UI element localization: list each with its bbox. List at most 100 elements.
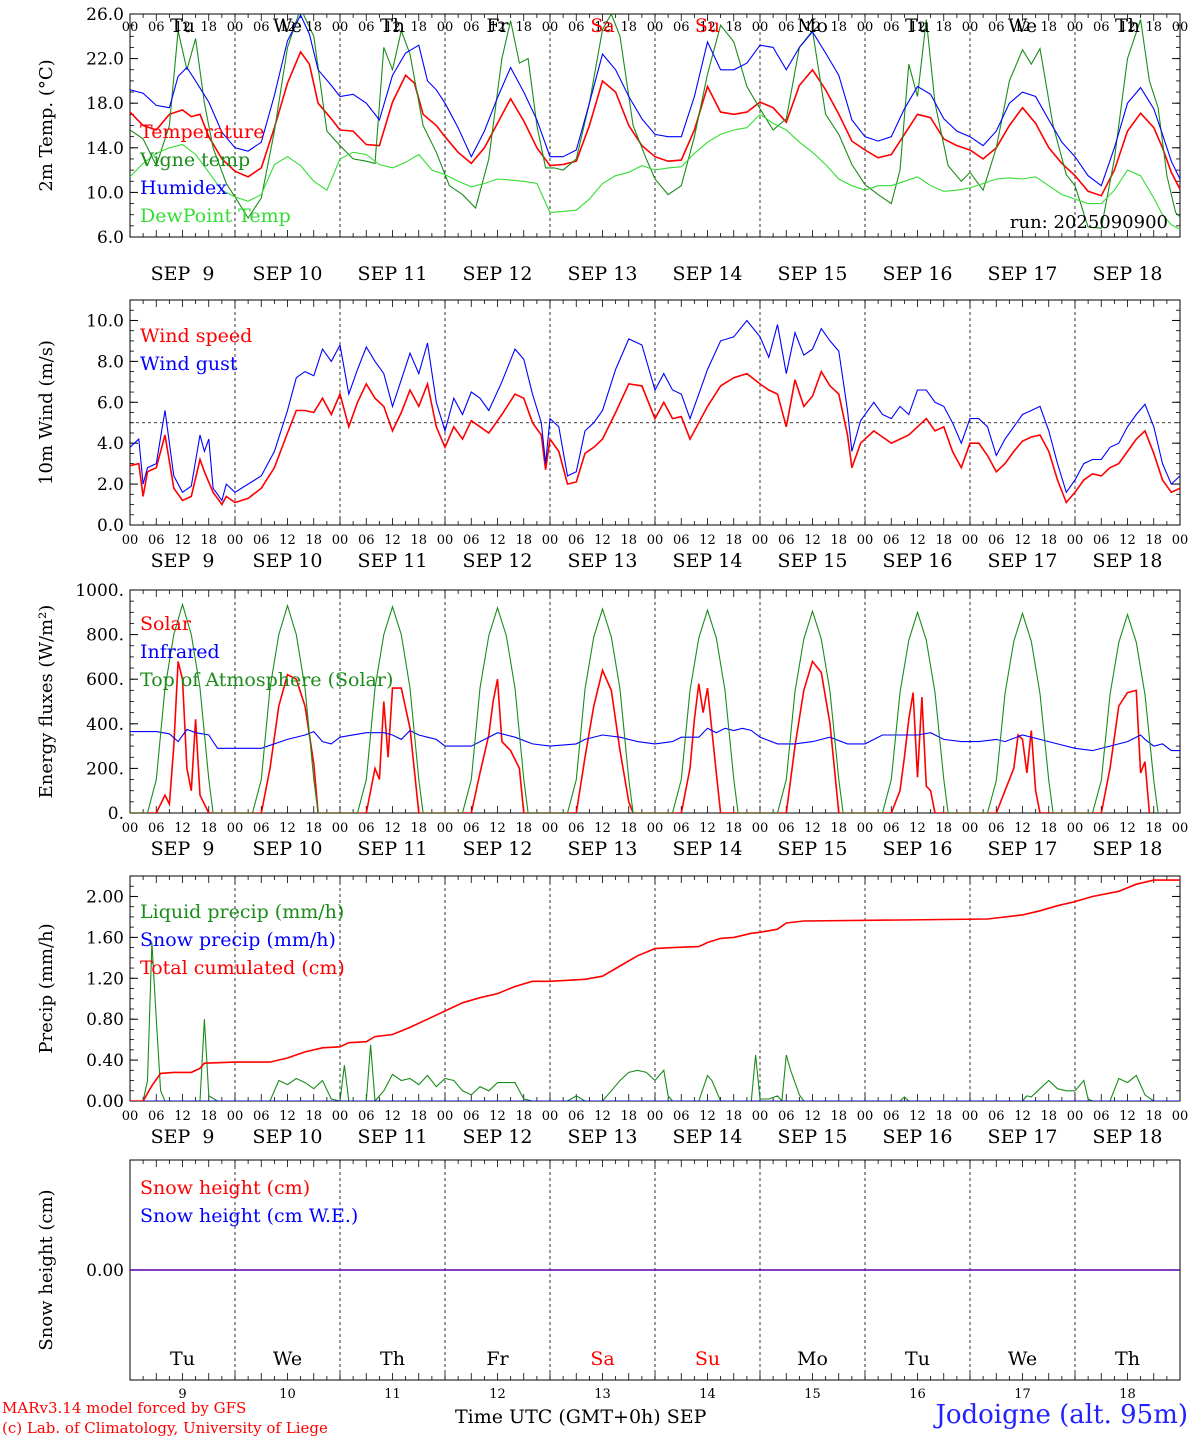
date-label: SEP 9 xyxy=(151,263,215,285)
hour-label: 06 xyxy=(253,1109,270,1124)
panel-precip: 0.00 0.40 0.80 1.20 1.60 2.00 Precip (mm/h) Liq… xyxy=(36,875,1188,1148)
hour-label: 18 xyxy=(725,20,742,35)
hour-label: 06 xyxy=(463,821,480,836)
date-label: SEP 18 xyxy=(1093,838,1163,860)
hour-label: 18 xyxy=(410,821,427,836)
day-abbr-bottom: Th xyxy=(380,1348,405,1370)
date-label: SEP 10 xyxy=(253,550,323,572)
legend-solar: Solar xyxy=(140,613,192,635)
y-axis-title: Energy fluxes (W/m²) xyxy=(36,605,57,799)
y-tick-label: 26.0 xyxy=(86,5,124,25)
series-dewpoint-temp xyxy=(130,113,1180,230)
hour-label: 18 xyxy=(1145,1109,1162,1124)
legend-top-of-atmosphere-solar: Top of Atmosphere (Solar) xyxy=(140,669,393,691)
day-number: 9 xyxy=(178,1387,186,1400)
y-tick-label: 800. xyxy=(86,626,124,646)
series-solar xyxy=(130,659,1151,813)
hour-label: 06 xyxy=(778,20,795,35)
hour-label: 12 xyxy=(279,20,296,35)
legend-temperature: Temperature xyxy=(140,121,264,143)
hour-label: 18 xyxy=(1040,533,1057,548)
hour-label: 00 xyxy=(122,821,139,836)
hour-label: 12 xyxy=(489,1109,506,1124)
y-tick-label: 22.0 xyxy=(86,50,124,70)
hour-label: 18 xyxy=(410,533,427,548)
hour-label: 00 xyxy=(1172,533,1189,548)
hour-label: 12 xyxy=(804,821,821,836)
hour-label: 00 xyxy=(647,20,664,35)
day-number: 15 xyxy=(804,1387,821,1400)
hour-label: 00 xyxy=(542,1109,559,1124)
hour-label: 18 xyxy=(305,533,322,548)
date-label: SEP 16 xyxy=(883,263,953,285)
y-tick-label: 6.0 xyxy=(97,393,124,413)
y-tick-label: 600. xyxy=(86,670,124,690)
y-tick-label: 1000. xyxy=(75,581,124,601)
date-label: SEP 10 xyxy=(253,838,323,860)
hour-label: 12 xyxy=(1014,20,1031,35)
day-abbr-top: We xyxy=(273,15,302,37)
y-tick-label: 0.00 xyxy=(86,1092,124,1112)
hour-label: 18 xyxy=(620,821,637,836)
hour-label: 18 xyxy=(620,533,637,548)
hour-label: 00 xyxy=(962,533,979,548)
hour-label: 00 xyxy=(437,821,454,836)
hour-label: 00 xyxy=(332,1109,349,1124)
hour-label: 18 xyxy=(620,20,637,35)
hour-label: 00 xyxy=(332,533,349,548)
hour-label: 06 xyxy=(778,533,795,548)
day-number: 11 xyxy=(384,1387,401,1400)
hour-label: 06 xyxy=(1093,821,1110,836)
x-axis-title: Time UTC (GMT+0h) SEP xyxy=(455,1406,706,1428)
hour-label: 18 xyxy=(725,533,742,548)
date-label: SEP 12 xyxy=(463,263,533,285)
day-abbr-top: Tu xyxy=(170,15,195,37)
panel-snow: 0.00 Snow height (cm) Snow height (cm) Snow… xyxy=(36,1159,1181,1381)
date-label: SEP 15 xyxy=(778,550,848,572)
y-tick-label: 4.0 xyxy=(97,434,124,454)
legend-dewpoint-temp: DewPoint Temp xyxy=(140,205,291,227)
date-label: SEP 13 xyxy=(568,838,638,860)
y-tick-label: 2.00 xyxy=(86,887,124,907)
series-humidex xyxy=(130,14,1180,187)
hour-label: 12 xyxy=(699,20,716,35)
hour-label: 18 xyxy=(830,533,847,548)
legend-wind-speed: Wind speed xyxy=(140,325,252,347)
date-label: SEP 9 xyxy=(151,1126,215,1148)
legend-vigne-temp: Vigne temp xyxy=(139,149,250,171)
station-name: Jodoigne (alt. 95m) xyxy=(935,1400,1188,1430)
hour-label: 00 xyxy=(857,821,874,836)
day-abbr-bottom: We xyxy=(273,1348,302,1370)
hour-label: 18 xyxy=(830,1109,847,1124)
hour-label: 12 xyxy=(804,20,821,35)
hour-label: 00 xyxy=(752,20,769,35)
day-number: 10 xyxy=(279,1387,296,1400)
hour-label: 06 xyxy=(673,821,690,836)
y-tick-label: 10.0 xyxy=(86,311,124,331)
hour-label: 00 xyxy=(227,1109,244,1124)
hour-label: 18 xyxy=(305,20,322,35)
y-axis-title: 2m Temp. (°C) xyxy=(36,59,57,191)
series-infrared xyxy=(130,727,1180,752)
hour-label: 00 xyxy=(1172,20,1189,35)
date-label: SEP 17 xyxy=(988,550,1058,572)
day-abbr-top: Mo xyxy=(797,15,828,37)
day-abbr-bottom: Th xyxy=(1115,1348,1140,1370)
y-tick-label: 0.0 xyxy=(97,516,124,536)
hour-label: 12 xyxy=(1119,533,1136,548)
model-credit: MARv3.14 model forced by GFS (c) Lab. of… xyxy=(2,1398,328,1438)
date-label: SEP 18 xyxy=(1093,550,1163,572)
date-label: SEP 9 xyxy=(151,838,215,860)
hour-label: 06 xyxy=(988,1109,1005,1124)
hour-label: 12 xyxy=(909,1109,926,1124)
date-label: SEP 13 xyxy=(568,550,638,572)
date-label: SEP 17 xyxy=(988,263,1058,285)
y-axis-title: Snow height (cm) xyxy=(36,1189,57,1350)
meteogram: 6.0 10.0 14.0 18.0 22.0 26.0 2m Temp. (°C) Temp… xyxy=(36,5,1189,1400)
hour-label: 00 xyxy=(332,20,349,35)
y-axis-title: Precip (mm/h) xyxy=(36,923,57,1053)
hour-label: 18 xyxy=(1040,20,1057,35)
day-number: 17 xyxy=(1014,1387,1031,1400)
legend-snow-precip-mm-h: Snow precip (mm/h) xyxy=(140,929,336,951)
hour-label: 06 xyxy=(463,20,480,35)
